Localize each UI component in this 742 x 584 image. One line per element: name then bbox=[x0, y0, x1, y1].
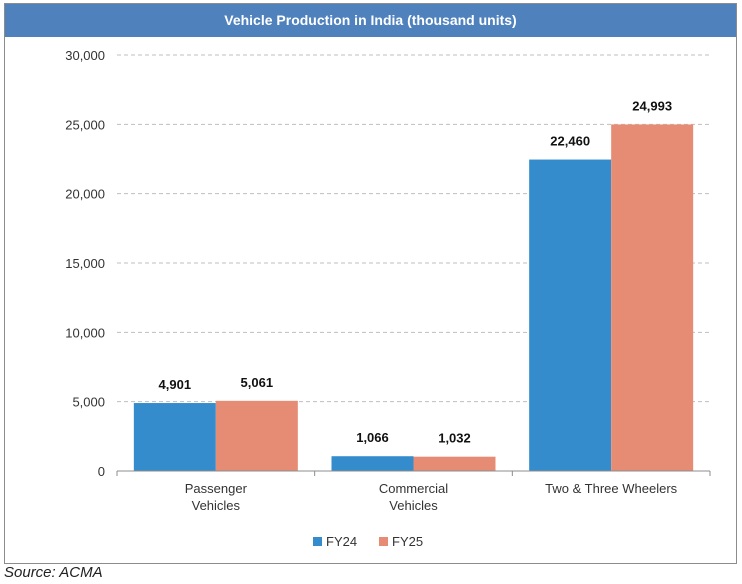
y-tick-label: 30,000 bbox=[65, 48, 105, 63]
x-tick-label: Two & Three Wheelers bbox=[545, 481, 677, 496]
y-tick-label: 25,000 bbox=[65, 117, 105, 132]
bar-fy25 bbox=[413, 456, 496, 471]
bar-fy24 bbox=[133, 403, 216, 471]
y-tick-label: 20,000 bbox=[65, 187, 105, 202]
data-label: 4,901 bbox=[159, 377, 192, 392]
data-label: 24,993 bbox=[632, 98, 672, 113]
bar-fy25 bbox=[215, 400, 298, 471]
x-tick-label: Passenger bbox=[185, 481, 248, 496]
legend-swatch-fy24 bbox=[313, 537, 322, 546]
legend-label-fy25: FY25 bbox=[392, 534, 423, 549]
chart-title: Vehicle Production in India (thousand un… bbox=[5, 4, 736, 37]
y-tick-label: 10,000 bbox=[65, 325, 105, 340]
data-label: 1,066 bbox=[356, 430, 389, 445]
x-tick-label: Vehicles bbox=[192, 498, 241, 513]
data-label: 1,032 bbox=[438, 431, 471, 446]
bar-fy25 bbox=[611, 124, 694, 472]
x-tick-label: Commercial bbox=[379, 481, 448, 496]
legend-label-fy24: FY24 bbox=[326, 534, 357, 549]
bar-fy24 bbox=[529, 159, 612, 471]
x-tick-label: Vehicles bbox=[389, 498, 438, 513]
legend-swatch-fy25 bbox=[379, 537, 388, 546]
bar-fy24 bbox=[331, 456, 414, 471]
y-tick-label: 0 bbox=[98, 464, 105, 479]
y-tick-label: 5,000 bbox=[72, 395, 105, 410]
y-tick-label: 15,000 bbox=[65, 256, 105, 271]
source-note: Source: ACMA bbox=[4, 564, 103, 581]
data-label: 22,460 bbox=[550, 134, 590, 149]
data-label: 5,061 bbox=[241, 375, 274, 390]
